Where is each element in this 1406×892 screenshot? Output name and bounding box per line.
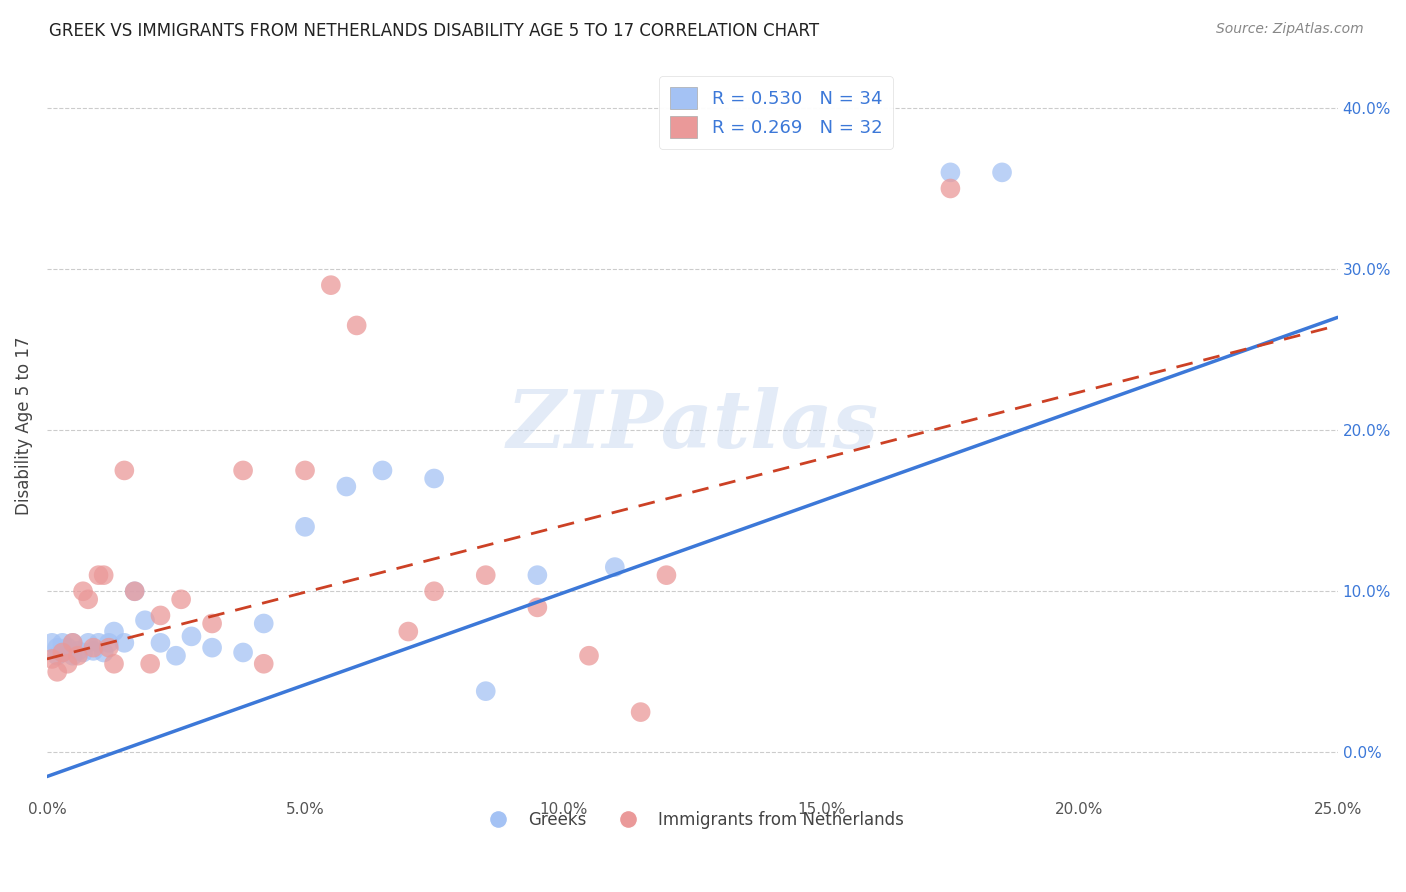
Point (77, 636, 100, 650)
Point (630, 705, 652, 719)
Text: GREEK VS IMMIGRANTS FROM NETHERLANDS DISABILITY AGE 5 TO 17 CORRELATION CHART: GREEK VS IMMIGRANTS FROM NETHERLANDS DIS… (49, 22, 820, 40)
Point (82, 640, 104, 655)
Point (603, 560, 626, 574)
Point (149, 636, 172, 650)
Point (112, 463, 135, 477)
Point (526, 600, 548, 615)
Point (124, 584, 146, 599)
Point (66, 644, 89, 658)
Point (232, 463, 254, 477)
Point (87, 636, 110, 650)
Point (41, 636, 63, 650)
Point (93, 645, 115, 659)
Point (474, 684, 496, 698)
Point (655, 568, 678, 582)
Point (526, 568, 548, 582)
Point (170, 592, 193, 607)
Point (180, 629, 202, 643)
Point (51, 645, 73, 659)
Point (46, 640, 69, 655)
Point (939, 165, 962, 179)
Point (112, 636, 135, 650)
Y-axis label: Disability Age 5 to 17: Disability Age 5 to 17 (15, 337, 32, 516)
Text: ZIPatlas: ZIPatlas (506, 387, 879, 465)
Point (46, 665, 69, 679)
Point (335, 479, 357, 493)
Point (82, 644, 104, 658)
Point (62, 636, 84, 650)
Point (72, 584, 94, 599)
Point (319, 278, 342, 293)
Point (62, 636, 84, 650)
Point (232, 645, 254, 659)
Point (46, 648, 69, 663)
Point (201, 640, 224, 655)
Point (41, 652, 63, 666)
Point (396, 624, 419, 639)
Point (103, 657, 125, 671)
Point (294, 520, 316, 534)
Point (253, 616, 276, 631)
Point (97, 636, 120, 650)
Point (165, 648, 187, 663)
Point (294, 463, 316, 477)
Point (56, 640, 79, 655)
Point (991, 165, 1014, 179)
Point (134, 613, 156, 627)
Point (939, 181, 962, 195)
Point (139, 657, 162, 671)
Point (149, 608, 172, 623)
Point (72, 645, 94, 659)
Point (371, 463, 394, 477)
Point (124, 584, 146, 599)
Point (56, 657, 79, 671)
Point (253, 657, 276, 671)
Point (66, 648, 89, 663)
Legend: Greeks, Immigrants from Netherlands: Greeks, Immigrants from Netherlands (474, 805, 910, 836)
Point (346, 318, 368, 333)
Point (51, 636, 73, 650)
Point (87, 568, 110, 582)
Text: Source: ZipAtlas.com: Source: ZipAtlas.com (1216, 22, 1364, 37)
Point (103, 624, 125, 639)
Point (578, 648, 600, 663)
Point (423, 584, 446, 599)
Point (51, 645, 73, 659)
Point (93, 568, 115, 582)
Point (77, 592, 100, 607)
Point (97, 640, 120, 655)
Point (62, 648, 84, 663)
Point (474, 568, 496, 582)
Point (201, 616, 224, 631)
Point (423, 471, 446, 485)
